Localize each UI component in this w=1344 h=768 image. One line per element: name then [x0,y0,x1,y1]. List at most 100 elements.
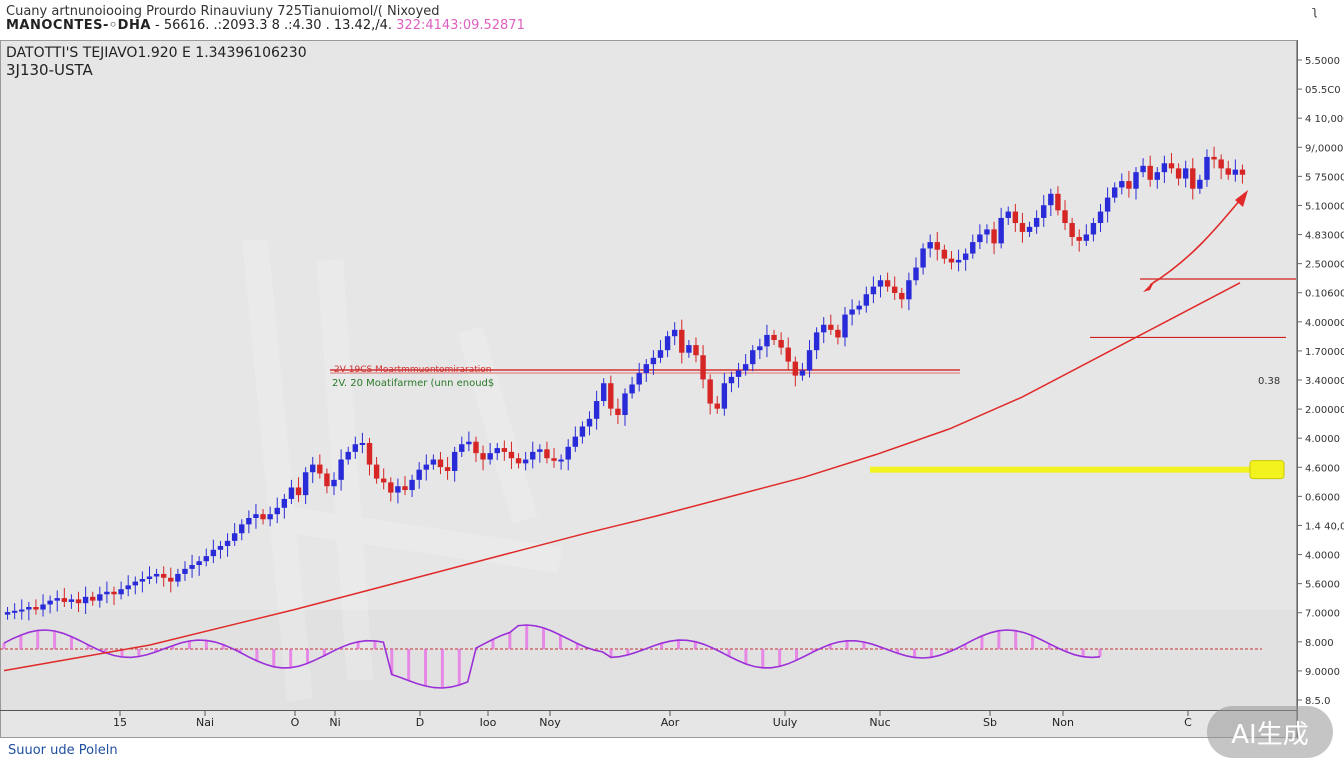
candle-body [253,514,259,518]
x-tick-label: Nai [196,716,214,729]
y-tick-label: 4.0000 [1305,434,1340,445]
candle-body [466,441,472,445]
candle-body [792,361,799,376]
candle-body [267,514,273,520]
candle-body [1048,193,1054,206]
candle-body [544,449,550,459]
candle-body [863,294,869,306]
candle-body [1069,223,1075,238]
candle-body [132,581,138,586]
oscillator-line [3,624,1101,689]
candle-body [1140,165,1146,173]
candle-body [948,258,955,263]
candle-body [622,393,628,416]
candle-body [927,242,933,249]
y-tick-label: 7.0000 [1305,609,1340,620]
candle-body [359,442,366,445]
y-tick-label: 9.0000 [1305,667,1340,678]
candle-body [1012,211,1019,224]
y-tick-label: 05.5C0 [1305,85,1341,96]
candle-body [480,453,486,460]
candle-body [913,267,919,281]
candle-body [714,403,720,409]
candle-body [1168,163,1175,169]
candle-body [530,451,536,460]
x-tick-label: 15 [113,716,127,729]
candle-body [1041,205,1047,218]
candle-body [941,249,948,259]
y-tick-label: 4 10,000 [1305,114,1344,125]
candle-body [891,286,898,293]
y-tick-label: 4.0000 [1305,551,1340,562]
candle-body [707,379,713,404]
candle-body [423,464,429,470]
candle-body [842,314,848,338]
x-tick-label: O [291,716,300,729]
candle-body [288,487,295,499]
candlesticks [4,146,1246,621]
candle-body [671,329,678,337]
y-tick-label: 1.4 40,0 [1305,521,1344,532]
candle-body [515,458,522,464]
candle-body [1204,156,1210,180]
y-tick-label: 2.00000 [1305,405,1344,416]
trend-arrow-head [1235,190,1248,207]
candle-body [856,305,862,310]
candle-body [579,426,586,437]
candle-body [771,334,777,340]
x-tick-label: Ni [329,716,340,729]
candle-body [742,364,749,371]
candle-body [4,612,11,615]
ai-watermark-text: AI生成 [1231,719,1309,750]
candle-body [537,449,543,452]
candle-body [75,599,82,604]
candle-body [82,596,89,604]
quote-values: - 56616. .:2093.3 8 .:4.30 . 13.42,/4. [155,18,393,33]
support-band [870,466,1252,473]
x-axis-ticks: 15 Nai O Ni D Ioo Noy Aor Uuly Nuc Sb Non C [113,710,1192,729]
candle-body [629,384,635,394]
candle-body [565,446,571,460]
candle-body [877,280,884,287]
candle-body [175,573,181,582]
candle-body [111,591,117,595]
candle-body [757,346,763,351]
candle-body [182,568,188,574]
candle-body [657,350,664,358]
source-link[interactable]: Suuor ude Poleln [8,743,118,758]
candle-body [806,350,813,371]
y-tick-label: 5 75000 [1305,172,1344,183]
candle-body [104,591,110,595]
candle-body [955,259,962,263]
candle-body [487,453,493,460]
y-tick-label: 5.10000 [1305,201,1344,212]
candle-body [125,585,131,590]
x-tick-label: Noy [539,716,561,729]
candle-body [1225,168,1231,175]
x-tick-label: Ioo [480,716,497,729]
x-tick-label: D [416,716,424,729]
candle-body [899,292,905,300]
candle-body [1126,181,1132,189]
candle-body [274,507,280,515]
candle-body [700,355,706,380]
candle-body [1112,187,1118,198]
y-tick-label: 5.5000 [1305,56,1340,67]
candle-body [260,514,266,520]
candle-body [601,383,607,402]
y-tick-label: 0.6000 [1305,492,1340,503]
y-tick-label: 2.5000C [1305,260,1344,271]
candle-body [1211,156,1217,160]
candle-body [189,565,195,569]
candle-body [778,340,784,348]
candle-body [728,376,735,384]
symbol-name: MANOCNTES-◦DHA [6,18,151,33]
candle-body [324,473,330,487]
candle-body [160,573,167,578]
candle-body [991,229,997,244]
candle-body [494,448,500,454]
candle-body [302,472,309,496]
candle-body [19,609,25,612]
y-tick-label: 3.40000 [1305,376,1344,387]
